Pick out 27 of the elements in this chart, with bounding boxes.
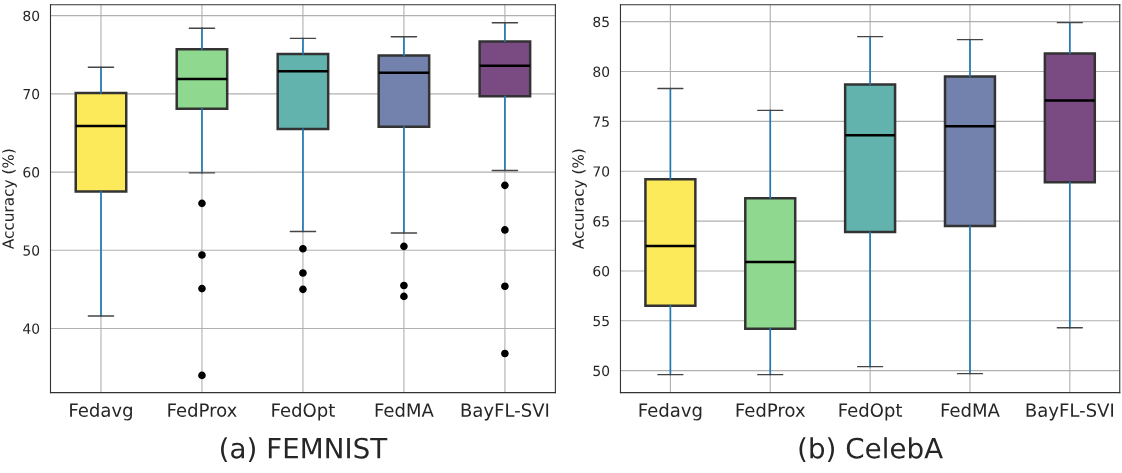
x-tick-label: FedMA (941, 403, 1000, 417)
x-axis-title: (b) CelebA (799, 437, 943, 462)
y-tick-label: 40 (23, 323, 40, 334)
x-tick-label: BayFL-SVI (461, 403, 549, 421)
y-tick-label: 70 (23, 88, 40, 100)
x-tick-label: FedProx (736, 403, 806, 417)
x-tick-label: Fedavg (639, 403, 702, 421)
x-axis-title: (a) FEMNIST (221, 437, 388, 462)
x-tick-label: FedOpt (839, 403, 903, 421)
y-tick-label: 50 (593, 365, 610, 377)
y-axis-title: Accuracy (%) (2, 149, 17, 250)
y-tick-label: 55 (593, 315, 609, 327)
x-tick-label: BayFL-SVI (1026, 403, 1114, 421)
y-tick-label: 80 (593, 66, 610, 78)
y-tick-label: 85 (593, 16, 609, 28)
y-tick-label: 75 (593, 116, 609, 127)
y-tick-label: 65 (593, 216, 609, 227)
x-tick-label: FedMA (375, 403, 434, 417)
x-tick-label: Fedavg (70, 403, 132, 421)
y-tick-label: 50 (23, 245, 40, 256)
y-tick-label: 80 (23, 10, 40, 22)
y-tick-label: 60 (23, 167, 40, 178)
x-tick-label: FedOpt (272, 403, 335, 421)
y-axis-title: Accuracy (%) (572, 149, 587, 250)
x-tick-label: FedProx (168, 403, 237, 417)
y-tick-label: 70 (593, 166, 610, 177)
y-tick-label: 60 (593, 265, 610, 277)
